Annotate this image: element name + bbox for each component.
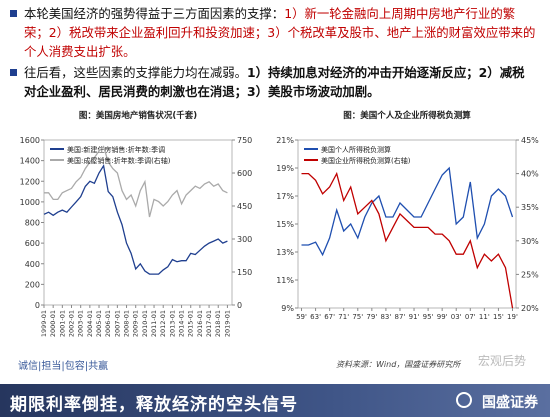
y-tick-label: 400 [25, 260, 40, 269]
y-tick-label: 21% [276, 136, 294, 145]
logo: 国盛证券 [482, 395, 538, 411]
text: 往后看，这些因素的支撑能力均在减弱。 [24, 65, 248, 80]
series-line [301, 171, 514, 309]
x-tick-label: 2007-01 [113, 310, 121, 337]
series-line [44, 145, 228, 218]
y2-tick-label: 20% [521, 304, 539, 313]
x-tick-label: 2011-01 [150, 310, 158, 337]
x-tick-label: 75' [352, 313, 363, 321]
watermark: 宏观后势 [478, 354, 527, 368]
bullet: 往后看，这些因素的支撑能力均在减弱。1）持续加息对经济的冲击开始逐渐反应；2）减… [8, 63, 536, 101]
y-tick-label: 15% [276, 220, 294, 229]
x-tick-label: 03' [451, 313, 462, 321]
y2-tick-label: 45% [521, 136, 539, 145]
text-area: 本轮美国经济的强势得益于三方面因素的支撑：1）新一轮金融向上周期中房地产行业的繁… [8, 4, 536, 103]
series-line [43, 164, 228, 275]
y-tick-label: 17% [276, 192, 294, 201]
y2-tick-label: 750 [237, 136, 252, 145]
x-tick-label: 2012-01 [159, 310, 167, 337]
x-tick-label: 1999-01 [40, 310, 48, 337]
series-line [301, 166, 514, 257]
y-tick-label: 1200 [20, 177, 40, 186]
x-tick-label: 67' [324, 313, 335, 321]
x-tick-label: 99' [437, 313, 448, 321]
y-tick-label: 9% [281, 304, 294, 313]
x-tick-label: 2005-01 [95, 310, 103, 337]
y2-tick-label: 150 [237, 268, 252, 277]
y-tick-label: 1000 [20, 198, 40, 207]
x-tick-label: 2014-01 [178, 310, 186, 337]
chart-title: 图：美国房地产销售状况(千套) [79, 110, 197, 121]
y-tick-label: 13% [276, 248, 294, 257]
x-tick-label: 83' [380, 313, 391, 321]
x-tick-label: 87' [395, 313, 406, 321]
x-tick-label: 2009-01 [132, 310, 140, 337]
x-tick-label: 2001-01 [58, 310, 66, 337]
x-tick-label: 11' [479, 313, 490, 321]
y-tick-label: 600 [25, 239, 40, 248]
y-tick-label: 1400 [20, 157, 40, 166]
x-tick-label: 63' [310, 313, 321, 321]
y2-tick-label: 300 [237, 235, 252, 244]
legend-label: 美国个人所得税负测算 [321, 145, 391, 154]
x-tick-label: 07' [465, 313, 476, 321]
legend-label: 美国企业所得税负测算(右轴) [321, 156, 411, 165]
x-tick-label: 2015-01 [187, 310, 195, 337]
x-tick-label: 2010-01 [141, 310, 149, 337]
x-tick-label: 2013-01 [168, 310, 176, 337]
motto: 诚信|担当|包容|共赢 [18, 361, 109, 372]
x-tick-label: 2003-01 [77, 310, 85, 337]
x-tick-label: 2004-01 [86, 310, 94, 337]
y-tick-label: 0 [35, 301, 40, 310]
bullet: 本轮美国经济的强势得益于三方面因素的支撑：1）新一轮金融向上周期中房地产行业的繁… [8, 4, 536, 61]
y2-tick-label: 30% [521, 237, 539, 246]
y2-tick-label: 450 [237, 202, 252, 211]
legend-label: 美国:成屋销售:折年数:季调(右轴) [67, 156, 171, 165]
y2-tick-label: 40% [521, 170, 539, 179]
x-tick-label: 2016-01 [196, 310, 204, 337]
y2-tick-label: 35% [521, 203, 539, 212]
x-tick-label: 2002-01 [68, 310, 76, 337]
x-tick-label: 71' [338, 313, 349, 321]
banner: 期限利率倒挂，释放经济的空头信号 国盛证券 [0, 384, 550, 417]
y-tick-label: 200 [25, 280, 40, 289]
x-tick-label: 2018-01 [214, 310, 222, 337]
x-tick-label: 15' [493, 313, 504, 321]
chart-title: 图：美国个人及企业所得税负测算 [343, 110, 471, 121]
plot-frame [297, 139, 517, 309]
source: 资料来源：Wind，国盛证券研究所 [336, 360, 461, 369]
charts: 图：美国房地产销售状况(千套) 0 200 400 600 800 1000 1200 1400… [20, 110, 540, 337]
y2-tick-label: 0 [237, 301, 242, 310]
x-tick-label: 2008-01 [123, 310, 131, 337]
y-tick-label: 19% [276, 164, 294, 173]
text: 1）新一轮金融向上周期中房地产行业的繁荣；2）税改带来企业盈利回升和投资加速；3… [24, 6, 536, 59]
legend-label: 美国:新建住房销售:折年数:季调 [67, 145, 165, 154]
text: 1）持续加息对经济的冲击开始逐渐反应；2）减税对企业盈利、居民消费的刺激也在消退… [24, 65, 525, 99]
x-tick-label: 2017-01 [205, 310, 213, 337]
y-tick-label: 800 [25, 219, 40, 228]
x-tick-label: 2006-01 [104, 310, 112, 337]
x-tick-label: 95' [423, 313, 434, 321]
x-tick-label: 91' [409, 313, 420, 321]
x-tick-label: 2000-01 [49, 310, 57, 337]
y2-tick-label: 600 [237, 169, 252, 178]
logo-icon [456, 392, 472, 408]
x-tick-label: 19' [507, 313, 518, 321]
y2-tick-label: 25% [521, 270, 539, 279]
x-tick-label: 59' [296, 313, 307, 321]
text: 本轮美国经济的强势得益于三方面因素的支撑： [24, 6, 285, 21]
banner-text: 期限利率倒挂，释放经济的空头信号 [10, 395, 298, 415]
x-tick-label: 79' [366, 313, 377, 321]
y-tick-label: 1600 [20, 136, 40, 145]
x-tick-label: 2019-01 [223, 310, 231, 337]
y-tick-label: 11% [276, 276, 294, 285]
